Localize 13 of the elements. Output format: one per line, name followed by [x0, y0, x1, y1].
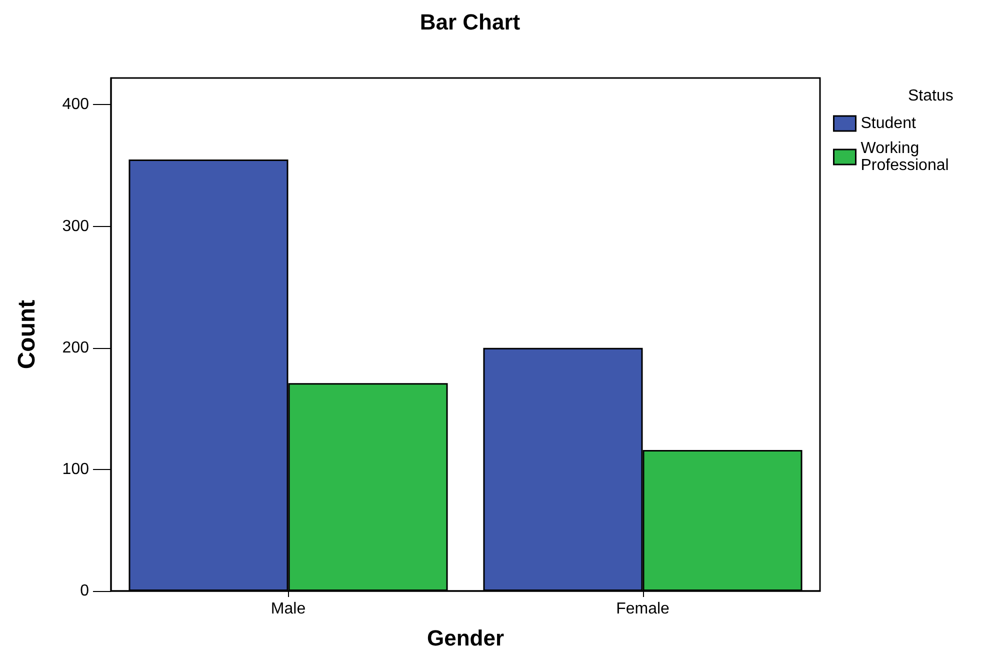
x-axis-title: Gender — [426, 626, 504, 650]
legend-label: Working Professional — [860, 140, 949, 174]
y-tick-label: 300 — [62, 218, 90, 235]
chart-title: Bar Chart — [420, 10, 521, 34]
x-tick-label: Male — [270, 600, 306, 618]
legend-label: Student — [860, 115, 916, 132]
y-axis-title: Count — [14, 300, 40, 370]
y-tick-label: 100 — [62, 460, 90, 478]
y-tick-label: 400 — [62, 96, 90, 114]
y-tick-label: 0 — [80, 582, 90, 600]
y-tick-label: 200 — [62, 339, 90, 356]
x-tick-label: Female — [616, 600, 670, 618]
legend-title: Status — [908, 88, 954, 104]
